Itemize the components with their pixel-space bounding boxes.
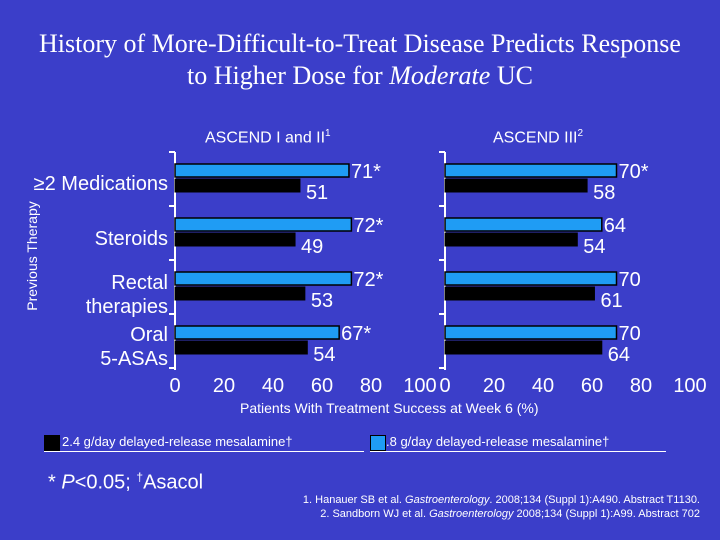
x-tick-label: 100: [403, 375, 436, 397]
data-label-light: 72*: [353, 215, 383, 237]
category-label-steroids: Steroids: [94, 228, 168, 250]
legend-underline-dark: [44, 451, 364, 452]
x-tick-label: 20: [483, 375, 505, 397]
x-tick-label: 40: [262, 375, 284, 397]
title-line-1: History of More-Difficult-to-Treat Disea…: [39, 29, 681, 58]
panel-title-ascend-1-2: ASCEND I and II1: [205, 128, 331, 147]
data-label-dark: 58: [593, 182, 615, 204]
data-label-light: 71*: [351, 161, 381, 183]
bar-light: [174, 163, 350, 178]
bar-dark: [174, 340, 308, 355]
data-label-dark: 53: [311, 290, 333, 312]
x-tick-label: 80: [360, 375, 382, 397]
data-label-light: 70: [619, 269, 641, 291]
legend-item-dark: 2.4 g/day delayed-release mesalamine†: [44, 433, 364, 451]
slide-title: History of More-Difficult-to-Treat Disea…: [0, 28, 720, 92]
x-tick-label: 60: [311, 375, 333, 397]
bar-light: [444, 271, 618, 286]
x-tick-label: 0: [169, 375, 180, 397]
bar-dark: [444, 286, 595, 301]
bar-light: [444, 217, 603, 232]
bar-light: [444, 163, 618, 178]
category-label-rectal-therapies: Rectal therapies: [85, 272, 168, 318]
legend-underline-light: [370, 451, 666, 452]
bar-dark: [444, 340, 603, 355]
data-label-dark: 61: [600, 290, 622, 312]
bar-dark: [174, 178, 301, 193]
x-axis-title: Patients With Treatment Success at Week …: [240, 400, 539, 416]
bar-dark: [444, 232, 578, 247]
x-tick-label: 100: [673, 375, 706, 397]
legend-item-light: .8 g/day delayed-release mesalamine†: [370, 433, 670, 451]
x-tick-label: 0: [439, 375, 450, 397]
data-label-light: 70: [619, 323, 641, 345]
bar-dark: [444, 178, 588, 193]
panel-title-ascend-3: ASCEND III2: [493, 128, 584, 147]
category-label-oral-5-asas: Oral 5-ASAs: [100, 324, 168, 370]
x-tick-label: 80: [630, 375, 652, 397]
data-label-light: 72*: [353, 269, 383, 291]
bar-light: [444, 325, 618, 340]
footnote: * P<0.05; †Asacol: [48, 470, 204, 494]
legend-swatch-dark: [44, 435, 60, 451]
reference-1: 1. Hanauer SB et al. Gastroenterology. 2…: [302, 494, 700, 506]
bar-light: [174, 217, 353, 232]
data-label-dark: 54: [313, 344, 335, 366]
data-label-light: 64: [604, 215, 626, 237]
category-label-medications: ≥2 Medications: [33, 173, 168, 195]
x-tick-label: 20: [213, 375, 235, 397]
x-tick-label: 40: [532, 375, 554, 397]
reference-2: 2. Sandborn WJ et al. Gastroenterology 2…: [320, 508, 700, 520]
data-label-dark: 51: [306, 182, 328, 204]
data-label-dark: 49: [301, 236, 323, 258]
bar-light: [174, 325, 340, 340]
bar-dark: [174, 232, 296, 247]
x-tick-label: 60: [581, 375, 603, 397]
legend-swatch-light: [370, 435, 386, 451]
bar-light: [174, 271, 353, 286]
references: 1. Hanauer SB et al. Gastroenterology. 2…: [190, 493, 700, 521]
bar-dark: [174, 286, 306, 301]
title-line-2: to Higher Dose for Moderate UC: [187, 61, 533, 90]
data-label-dark: 64: [608, 344, 630, 366]
data-label-light: 70*: [619, 161, 649, 183]
data-label-dark: 54: [583, 236, 605, 258]
data-label-light: 67*: [341, 323, 371, 345]
